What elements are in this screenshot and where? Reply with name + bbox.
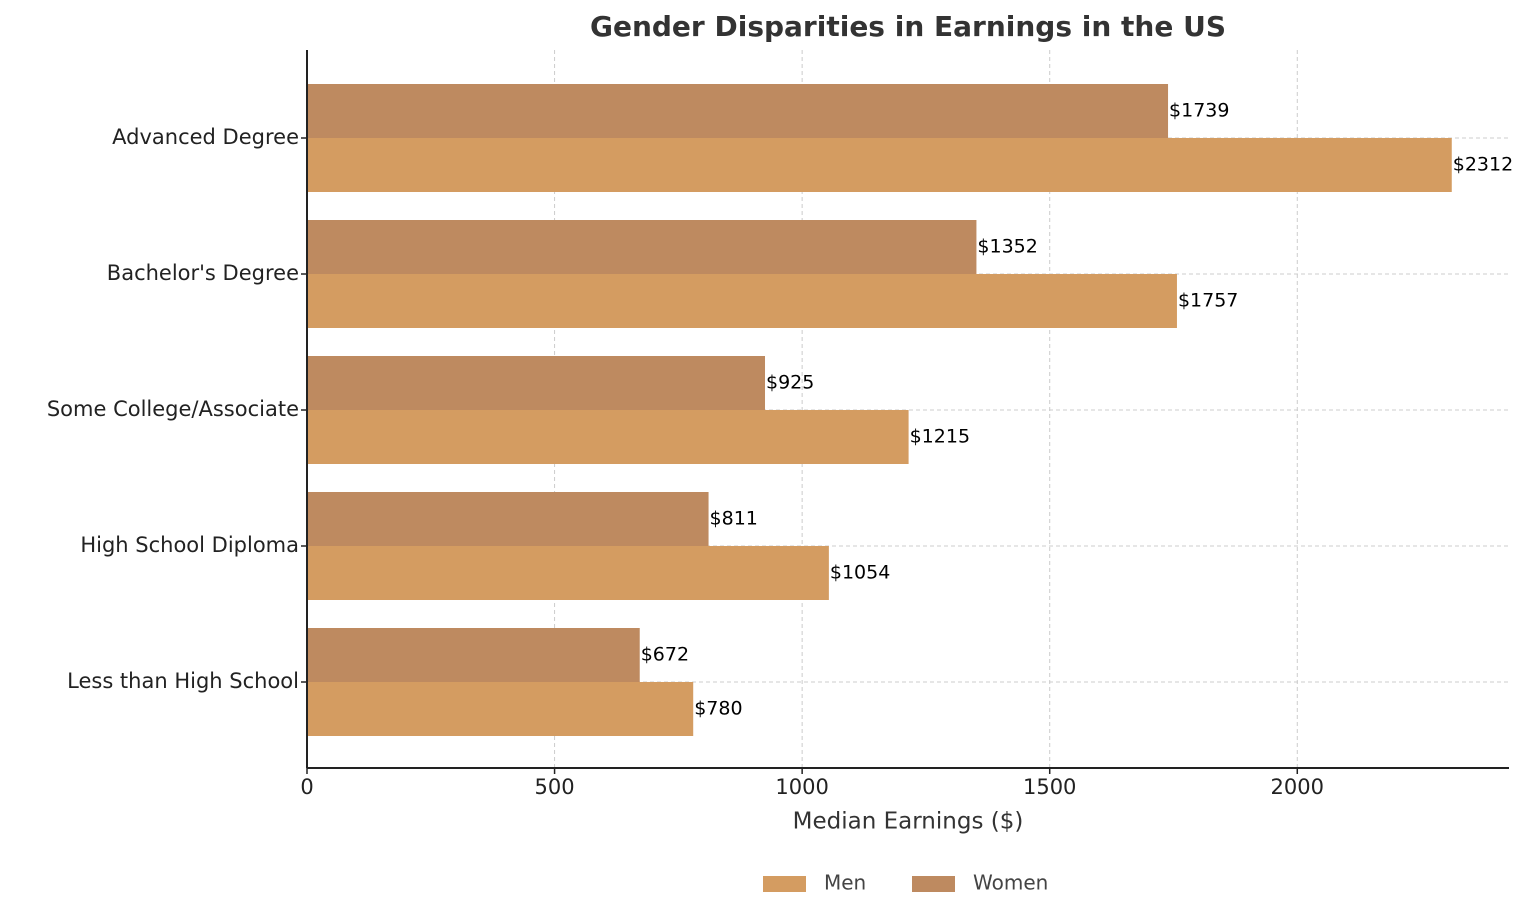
x-axis-label: Median Earnings ($) bbox=[793, 809, 1024, 835]
value-label: $1054 bbox=[830, 562, 890, 584]
bar bbox=[307, 138, 1452, 192]
chart-title: Gender Disparities in Earnings in the US bbox=[590, 10, 1226, 43]
y-tick-label: Some College/Associate bbox=[47, 397, 299, 421]
value-label: $1215 bbox=[910, 426, 970, 448]
bar bbox=[307, 84, 1169, 138]
bar bbox=[307, 220, 977, 274]
value-label: $672 bbox=[641, 644, 689, 666]
x-tick-label: 500 bbox=[535, 775, 575, 799]
legend-label: Men bbox=[824, 871, 866, 895]
y-tick-label: High School Diploma bbox=[80, 533, 299, 557]
legend-swatch bbox=[763, 876, 806, 892]
bar bbox=[307, 546, 829, 600]
bar bbox=[307, 682, 694, 736]
x-tick-label: 1500 bbox=[1023, 775, 1076, 799]
bar bbox=[307, 628, 640, 682]
value-label: $1739 bbox=[1169, 100, 1229, 122]
x-tick-label: 2000 bbox=[1271, 775, 1324, 799]
legend-swatch bbox=[912, 876, 955, 892]
bar bbox=[307, 492, 709, 546]
value-label: $925 bbox=[766, 372, 814, 394]
legend-label: Women bbox=[973, 871, 1048, 895]
y-tick-label: Advanced Degree bbox=[112, 125, 299, 149]
bar bbox=[307, 274, 1177, 328]
value-label: $780 bbox=[694, 698, 742, 720]
y-tick-label: Bachelor's Degree bbox=[107, 261, 299, 285]
value-label: $1352 bbox=[977, 236, 1037, 258]
value-label: $2312 bbox=[1453, 154, 1513, 176]
bar bbox=[307, 410, 909, 464]
bar bbox=[307, 356, 766, 410]
x-tick-label: 1000 bbox=[775, 775, 828, 799]
value-label: $811 bbox=[710, 508, 758, 530]
x-tick-label: 0 bbox=[300, 775, 313, 799]
y-tick-label: Less than High School bbox=[67, 669, 299, 693]
value-label: $1757 bbox=[1178, 290, 1238, 312]
